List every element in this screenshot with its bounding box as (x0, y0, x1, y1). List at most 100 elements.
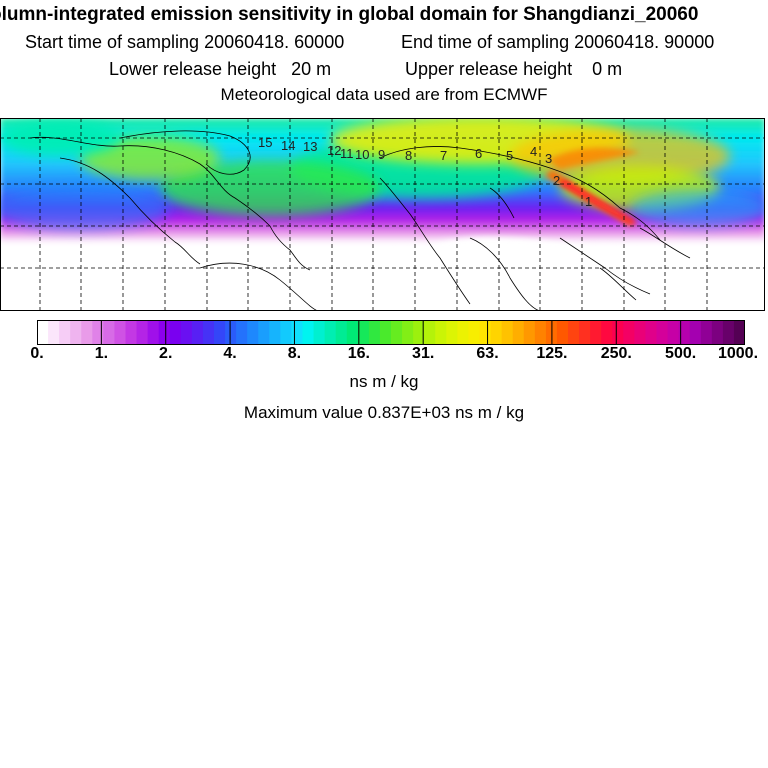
colorbar-cell (202, 320, 215, 345)
colorbar-cell (191, 320, 204, 345)
colorbar-cell (379, 320, 392, 345)
colorbar-tick-label: 31. (412, 345, 435, 362)
colorbar-cell (656, 320, 669, 345)
colorbar-tick-label: 4. (223, 345, 237, 362)
colorbar-cell (368, 320, 381, 345)
colorbar-cell (501, 320, 514, 345)
colorbar-cell (402, 320, 414, 345)
colorbar-cell (214, 320, 226, 345)
colorbar-tick-label: 63. (476, 345, 499, 362)
colorbar-cell (700, 320, 713, 345)
colorbar-tick-label: 250. (600, 345, 632, 362)
transport-day-label: 3 (545, 151, 552, 166)
colorbar-tick-label: 16. (347, 345, 370, 362)
transport-day-label: 5 (506, 148, 513, 163)
colorbar-cell (92, 320, 104, 345)
colorbar-cell (523, 320, 536, 345)
colorbar-cell (280, 320, 293, 345)
colorbar-cell (645, 320, 658, 345)
colorbar-cell (678, 320, 691, 345)
colorbar-cell (568, 320, 580, 345)
colorbar-cell (158, 320, 171, 345)
colorbar-cell (225, 320, 237, 345)
transport-day-label: 6 (475, 146, 482, 161)
transport-day-label: 14 (281, 138, 295, 153)
colorbar-cell (446, 320, 458, 345)
colorbar-cell (346, 320, 359, 345)
colorbar-cell (169, 320, 182, 345)
colorbar-cell (291, 320, 304, 345)
transport-day-label: 13 (303, 139, 317, 154)
met-data-note: Meteorological data used are from ECMWF (220, 85, 548, 104)
colorbar-tick-label: 1. (94, 345, 109, 362)
colorbar-cell (147, 320, 160, 345)
colorbar-cell (324, 320, 337, 345)
maximum-value: Maximum value 0.837E+03 ns m / kg (243, 403, 525, 422)
colorbar-tick-labels: 0. 1. 2. 4. 8. 16. 31. 63. 125. 250. 500. 1000. (0, 345, 768, 369)
colorbar-cell (457, 320, 470, 345)
transport-day-label: 7 (440, 148, 447, 163)
colorbar-cell (70, 320, 82, 345)
plot-title: olumn-integrated emission sensitivity in… (0, 4, 699, 25)
colorbar-cell (258, 320, 270, 345)
colorbar-tick-label: 8. (287, 345, 302, 362)
colorbar-tick-label: 500. (665, 345, 697, 362)
colorbar-cell (313, 320, 326, 345)
colorbar-cell (689, 320, 702, 345)
transport-day-label: 2 (553, 173, 560, 188)
colorbar-cell (612, 320, 624, 345)
colorbar-cell (236, 320, 248, 345)
colorbar-cell (136, 320, 149, 345)
upper-release-height: Upper release height 0 m (405, 59, 623, 79)
lower-release-height: Lower release height 20 m (109, 59, 332, 79)
start-time: Start time of sampling 20060418. 60000 (25, 32, 345, 52)
transport-day-label: 15 (258, 135, 272, 150)
colorbar-units: ns m / kg (349, 372, 419, 391)
colorbar-cell (601, 320, 613, 345)
graticule (0, 118, 765, 311)
colorbar-cell (247, 320, 259, 345)
colorbar-cell (114, 320, 127, 345)
colorbar-cell (634, 320, 647, 345)
colorbar-cell (468, 320, 481, 345)
transport-day-label: 10 (355, 147, 369, 162)
colorbar-tick-label: 125. (536, 345, 568, 362)
colorbar-cell (579, 320, 591, 345)
colorbar-cell (490, 320, 503, 345)
colorbar-cell (391, 320, 403, 345)
colorbar-cell (302, 320, 315, 345)
colorbar-cell (81, 320, 93, 345)
colorbar-cell (435, 320, 447, 345)
colorbar-cell (479, 320, 492, 345)
colorbar-cell (269, 320, 281, 345)
transport-day-label: 8 (405, 148, 412, 163)
colorbar-cell (534, 320, 547, 345)
colorbar-cell (357, 320, 370, 345)
colorbar-cell (335, 320, 348, 345)
colorbar-cell (590, 320, 602, 345)
colorbar-cell (722, 320, 735, 345)
colorbar-cell (413, 320, 425, 345)
transport-day-label: 4 (530, 144, 537, 159)
end-time: End time of sampling 20060418. 90000 (401, 32, 715, 52)
colorbar-cell (512, 320, 525, 345)
colorbar-tick-label: 0. (30, 345, 44, 362)
colorbar-cell (125, 320, 138, 345)
transport-day-label: 12 (327, 143, 341, 158)
colorbar-cell (667, 320, 680, 345)
colorbar-cell (37, 320, 49, 345)
colorbar-cell (424, 320, 436, 345)
coastlines (29, 130, 691, 311)
colorbar-cell (556, 320, 569, 345)
colorbar-cell (711, 320, 724, 345)
colorbar (37, 320, 745, 345)
colorbar-cell (180, 320, 193, 345)
colorbar-tick-label: 2. (159, 345, 173, 362)
transport-day-label: 1 (585, 194, 592, 209)
transport-day-label: 11 (340, 146, 354, 161)
colorbar-cell (733, 320, 745, 345)
colorbar-cell (623, 320, 635, 345)
colorbar-cell (103, 320, 116, 345)
colorbar-cell (48, 320, 60, 345)
